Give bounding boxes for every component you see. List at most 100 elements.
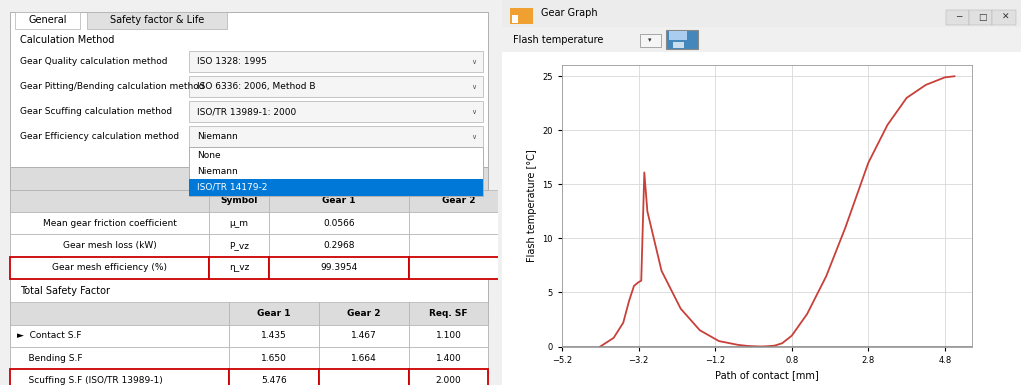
Bar	[10, 234, 209, 257]
Bar	[408, 325, 488, 347]
Text: Safety factor & Life: Safety factor & Life	[110, 15, 204, 25]
Bar	[10, 347, 229, 369]
Bar	[10, 257, 209, 279]
Bar	[408, 302, 488, 325]
Text: ∨: ∨	[471, 134, 476, 140]
Bar	[10, 302, 229, 325]
Bar	[270, 190, 408, 212]
Bar	[502, 27, 1021, 52]
Text: 99.3954: 99.3954	[321, 263, 357, 273]
Bar	[229, 347, 319, 369]
Bar	[15, 12, 80, 29]
Text: Calculation Method: Calculation Method	[20, 35, 114, 45]
Bar	[189, 147, 483, 196]
Text: 2.000: 2.000	[436, 376, 461, 385]
Text: ISO 1328: 1995: ISO 1328: 1995	[197, 57, 266, 66]
Text: Gear Graph: Gear Graph	[541, 8, 598, 18]
Bar	[270, 257, 408, 279]
Bar	[674, 42, 684, 48]
Text: 1.400: 1.400	[436, 353, 461, 363]
Text: ∨: ∨	[471, 84, 476, 90]
Bar	[969, 10, 992, 25]
Text: Gear mesh loss (kW): Gear mesh loss (kW)	[62, 241, 156, 250]
Bar	[640, 34, 661, 47]
Text: ∨: ∨	[471, 109, 476, 115]
Text: ─: ─	[956, 13, 962, 22]
Bar	[87, 12, 227, 29]
Bar	[408, 234, 508, 257]
Text: Symbol: Symbol	[221, 196, 258, 206]
Bar	[189, 126, 483, 147]
Text: None: None	[197, 151, 221, 160]
Text: μ_m: μ_m	[230, 219, 249, 228]
Text: Niemann: Niemann	[197, 167, 238, 176]
Text: Scuffing S.F (ISO/TR 13989-1): Scuffing S.F (ISO/TR 13989-1)	[17, 376, 163, 385]
Text: Efficiency: Efficiency	[218, 174, 280, 184]
Bar	[408, 212, 508, 234]
Text: Gear 1: Gear 1	[257, 309, 291, 318]
Text: General: General	[29, 15, 66, 25]
Text: Mean gear friction coefficient: Mean gear friction coefficient	[43, 219, 177, 228]
Text: 1.467: 1.467	[351, 331, 377, 340]
Text: Total Safety Factor: Total Safety Factor	[20, 286, 110, 296]
Bar	[189, 51, 483, 72]
Text: 0.2968: 0.2968	[323, 241, 354, 250]
Bar	[209, 212, 270, 234]
Text: Gear Quality calculation method: Gear Quality calculation method	[20, 57, 167, 66]
Text: □: □	[978, 13, 986, 22]
Bar	[408, 369, 488, 385]
Bar	[10, 325, 229, 347]
Text: ISO/TR 14179-2: ISO/TR 14179-2	[197, 183, 268, 192]
Bar	[10, 212, 209, 234]
Bar	[319, 325, 408, 347]
Bar	[209, 234, 270, 257]
Text: η_vz: η_vz	[229, 263, 249, 273]
Text: Gear Efficiency calculation method: Gear Efficiency calculation method	[20, 132, 179, 141]
Bar	[408, 190, 508, 212]
Bar	[229, 302, 319, 325]
Bar	[10, 369, 229, 385]
Bar	[270, 234, 408, 257]
Bar	[229, 369, 319, 385]
Bar	[670, 31, 687, 40]
Text: Bending S.F: Bending S.F	[17, 353, 83, 363]
Text: Flash temperature: Flash temperature	[513, 35, 603, 45]
Bar	[502, 52, 1021, 385]
Bar	[209, 190, 270, 212]
Bar	[10, 167, 488, 190]
Text: Gear mesh efficiency (%): Gear mesh efficiency (%)	[52, 263, 167, 273]
Text: ISO 6336: 2006, Method B: ISO 6336: 2006, Method B	[197, 82, 315, 91]
Text: ISO/TR 13989-1: 2000: ISO/TR 13989-1: 2000	[197, 107, 296, 116]
Bar	[408, 347, 488, 369]
Text: ►  Contact S.F: ► Contact S.F	[17, 331, 82, 340]
Text: 1.664: 1.664	[351, 353, 377, 363]
Text: 0.0566: 0.0566	[323, 219, 354, 228]
Bar	[945, 10, 969, 25]
Bar	[510, 8, 533, 24]
Text: 1.650: 1.650	[261, 353, 287, 363]
Bar	[666, 30, 698, 49]
Text: Gear 1: Gear 1	[322, 196, 355, 206]
Text: ▾: ▾	[648, 37, 651, 44]
Bar	[189, 101, 483, 122]
Text: ∨: ∨	[471, 59, 476, 65]
Text: Gear 2: Gear 2	[442, 196, 475, 206]
Bar	[408, 257, 508, 279]
Bar	[189, 76, 483, 97]
Bar	[512, 15, 518, 23]
Bar	[10, 190, 209, 212]
Text: 1.100: 1.100	[436, 331, 461, 340]
Bar	[319, 302, 408, 325]
Bar	[319, 347, 408, 369]
Bar	[319, 369, 408, 385]
Bar	[502, 0, 1021, 27]
Text: 5.476: 5.476	[261, 376, 287, 385]
Bar	[992, 10, 1016, 25]
Text: ✕: ✕	[1002, 13, 1009, 22]
Text: Req. SF: Req. SF	[429, 309, 468, 318]
Text: Gear Pitting/Bending calculation method: Gear Pitting/Bending calculation method	[20, 82, 204, 91]
Text: Niemann: Niemann	[197, 132, 238, 141]
Text: Gear 2: Gear 2	[347, 309, 381, 318]
Bar	[209, 257, 270, 279]
Bar	[229, 325, 319, 347]
